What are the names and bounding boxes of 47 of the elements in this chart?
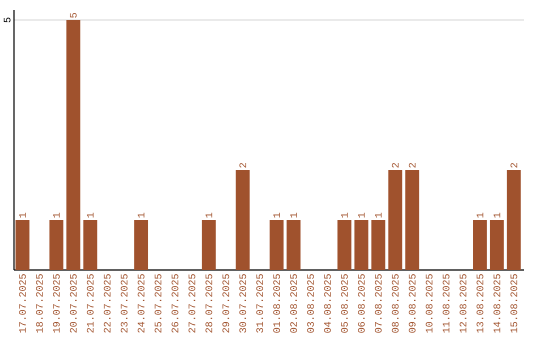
x-tick-label: 29.07.2025 <box>222 274 230 333</box>
x-tick-label: 03.08.2025 <box>307 274 314 333</box>
x-tick-label: 18.07.2025 <box>36 274 43 333</box>
x-tick-label: 19.07.2025 <box>52 274 60 333</box>
x-tick-label: 30.07.2025 <box>239 274 246 333</box>
data-label: 2 <box>239 163 246 168</box>
data-label: 1 <box>494 212 500 218</box>
x-tick-label: 28.07.2025 <box>205 274 212 333</box>
x-tick-label: 12.08.2025 <box>460 274 466 333</box>
x-tick-label: 21.07.2025 <box>86 274 94 333</box>
x-tick-label: 08.08.2025 <box>392 274 399 333</box>
x-tick-label: 02.08.2025 <box>290 274 297 333</box>
data-label: 1 <box>476 212 484 218</box>
x-tick-label: 11.08.2025 <box>442 274 450 333</box>
data-label: 1 <box>273 212 280 218</box>
data-label: 1 <box>375 212 382 218</box>
x-tick-label: 05.08.2025 <box>341 274 348 333</box>
data-label: 1 <box>86 212 94 218</box>
x-tick-label: 24.07.2025 <box>138 274 144 333</box>
x-tick-label: 26.07.2025 <box>172 274 178 333</box>
data-label: 2 <box>510 163 518 168</box>
data-label: 1 <box>138 212 144 218</box>
x-tick-label: 17.07.2025 <box>19 274 26 333</box>
x-tick-label: 15.08.2025 <box>510 274 518 333</box>
data-label: 1 <box>290 212 297 218</box>
data-label: 5 <box>70 12 77 18</box>
x-tick-label: 14.08.2025 <box>494 274 500 333</box>
x-tick-label: 01.08.2025 <box>273 274 280 333</box>
x-tick-label: 31.07.2025 <box>256 274 264 333</box>
data-label: 1 <box>206 212 212 218</box>
x-tick-label: 09.08.2025 <box>408 274 416 333</box>
data-label: 1 <box>358 212 365 218</box>
x-tick-label: 13.08.2025 <box>476 274 484 333</box>
data-label: 1 <box>53 212 60 218</box>
x-tick-label: 22.07.2025 <box>104 274 111 333</box>
data-label: 1 <box>341 212 348 218</box>
x-tick-label: 10.08.2025 <box>426 274 432 333</box>
data-label: 2 <box>408 163 416 168</box>
x-tick-label: 20.07.2025 <box>70 274 77 333</box>
data-label: 2 <box>392 163 399 168</box>
x-tick-label: 25.07.2025 <box>154 274 162 333</box>
x-tick-label: 07.08.2025 <box>374 274 382 333</box>
x-tick-label: 23.07.2025 <box>120 274 128 333</box>
x-tick-label: 06.08.2025 <box>358 274 365 333</box>
x-tick-label: 27.07.2025 <box>188 274 196 333</box>
x-tick-label: 04.08.2025 <box>324 274 331 333</box>
data-label: 1 <box>19 212 26 218</box>
